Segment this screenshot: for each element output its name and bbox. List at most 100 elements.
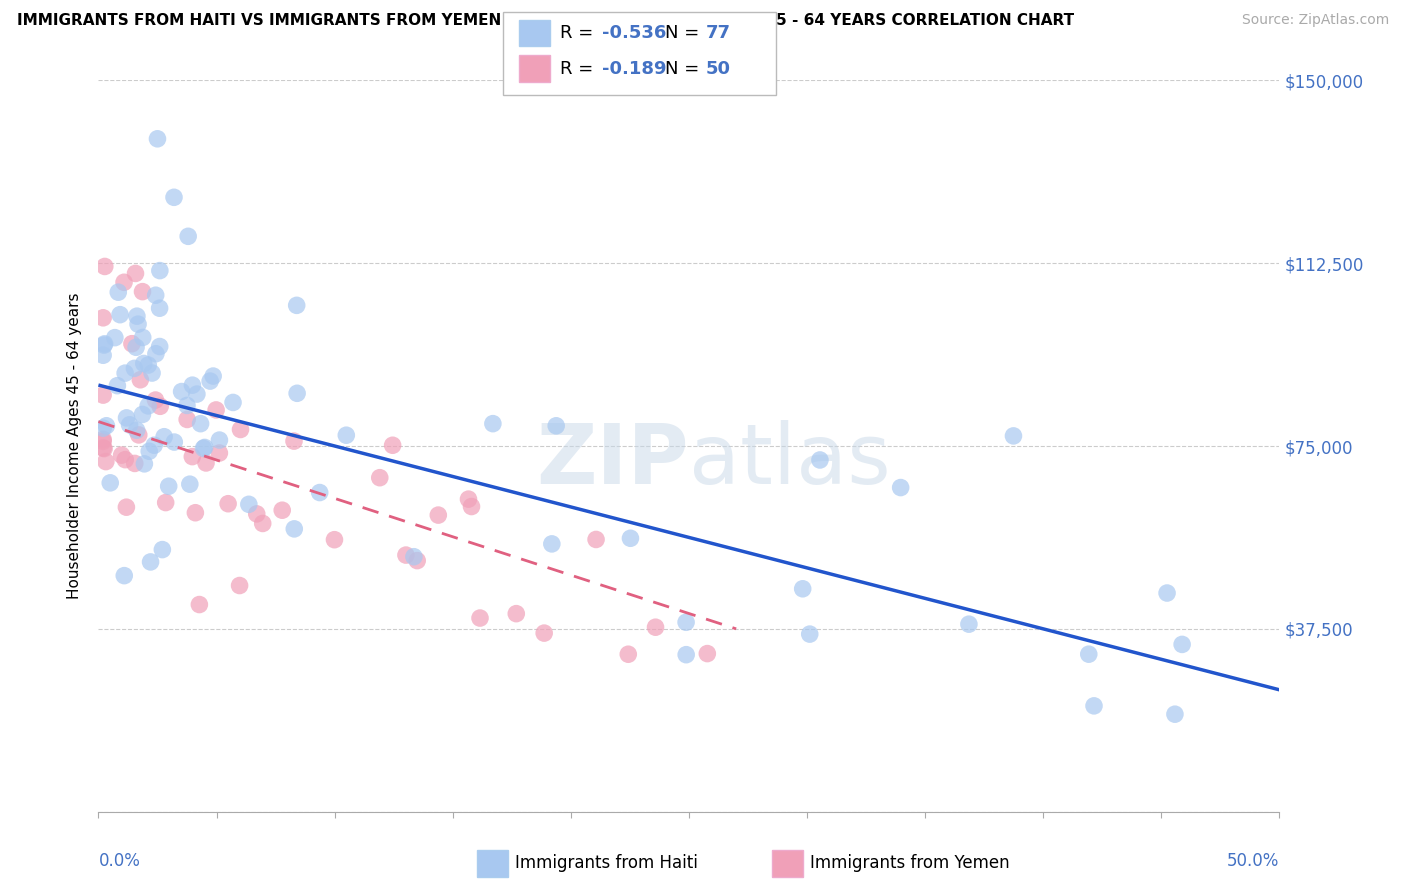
Point	[108, 308, 131, 322]
Point	[308, 485, 330, 500]
Point	[141, 366, 163, 380]
Point	[957, 617, 980, 632]
Text: Source: ZipAtlas.com: Source: ZipAtlas.com	[1241, 13, 1389, 28]
Point	[91, 388, 114, 402]
Point	[115, 500, 138, 515]
Point	[91, 348, 114, 362]
Point	[124, 361, 146, 376]
Point	[468, 611, 491, 625]
Point	[163, 435, 186, 450]
Point	[136, 358, 159, 372]
Text: -0.189: -0.189	[602, 60, 666, 78]
Point	[285, 386, 308, 401]
Text: N =: N =	[665, 60, 704, 78]
Point	[283, 522, 305, 536]
Point	[93, 338, 115, 352]
Point	[675, 615, 697, 630]
Point	[176, 412, 198, 426]
Point	[381, 438, 404, 452]
Point	[93, 336, 115, 351]
Text: 77: 77	[706, 24, 731, 42]
Point	[98, 475, 121, 490]
Point	[482, 417, 505, 431]
Point	[146, 132, 169, 146]
Point	[1156, 586, 1178, 600]
Point	[222, 395, 245, 409]
Point	[139, 555, 162, 569]
Point	[792, 582, 814, 596]
Point	[799, 627, 821, 641]
Point	[395, 548, 418, 562]
Point	[1164, 707, 1187, 722]
Point	[129, 373, 152, 387]
Point	[132, 356, 155, 370]
Point	[193, 442, 215, 456]
Point	[176, 399, 198, 413]
Point	[427, 508, 450, 522]
Point	[131, 285, 153, 299]
Point	[208, 446, 231, 460]
Text: R =: R =	[560, 24, 599, 42]
Point	[107, 285, 129, 300]
Text: ZIP: ZIP	[537, 420, 689, 501]
Point	[132, 330, 155, 344]
Point	[138, 444, 160, 458]
Point	[96, 418, 118, 433]
Point	[335, 428, 357, 442]
Point	[406, 553, 429, 567]
Text: 50: 50	[706, 60, 731, 78]
Point	[505, 607, 527, 621]
Point	[127, 317, 149, 331]
Point	[533, 626, 555, 640]
Point	[194, 441, 217, 455]
Point	[585, 533, 607, 547]
Point	[217, 497, 239, 511]
Point	[1083, 698, 1105, 713]
Text: N =: N =	[665, 24, 704, 42]
Point	[402, 549, 425, 564]
Point	[145, 392, 167, 407]
Point	[149, 301, 172, 316]
Point	[208, 433, 231, 447]
Point	[131, 408, 153, 422]
Text: 50.0%: 50.0%	[1227, 852, 1279, 870]
Text: -0.536: -0.536	[602, 24, 666, 42]
Point	[136, 399, 159, 413]
Point	[93, 442, 115, 456]
Point	[149, 400, 172, 414]
Point	[271, 503, 294, 517]
Point	[460, 500, 482, 514]
Point	[283, 434, 305, 449]
Point	[696, 647, 718, 661]
Point	[150, 542, 173, 557]
Point	[91, 441, 114, 455]
Point	[195, 456, 218, 470]
Text: R =: R =	[560, 60, 599, 78]
Point	[198, 374, 221, 388]
Point	[202, 369, 225, 384]
Point	[177, 229, 200, 244]
Point	[125, 309, 148, 323]
Point	[115, 410, 138, 425]
Point	[457, 492, 479, 507]
Point	[228, 578, 250, 592]
Point	[94, 454, 117, 468]
Point	[128, 428, 150, 442]
Point	[121, 336, 143, 351]
Point	[149, 339, 172, 353]
Point	[145, 347, 167, 361]
Point	[190, 417, 212, 431]
Point	[94, 260, 117, 274]
Point	[188, 598, 211, 612]
Text: IMMIGRANTS FROM HAITI VS IMMIGRANTS FROM YEMEN HOUSEHOLDER INCOME AGES 45 - 64 Y: IMMIGRANTS FROM HAITI VS IMMIGRANTS FROM…	[17, 13, 1074, 29]
Point	[540, 537, 562, 551]
Point	[112, 275, 135, 289]
Point	[186, 387, 208, 401]
Point	[675, 648, 697, 662]
Point	[368, 471, 391, 485]
Point	[163, 190, 186, 204]
Point	[179, 477, 201, 491]
Point	[111, 448, 134, 462]
Point	[546, 418, 568, 433]
Point	[238, 497, 260, 511]
